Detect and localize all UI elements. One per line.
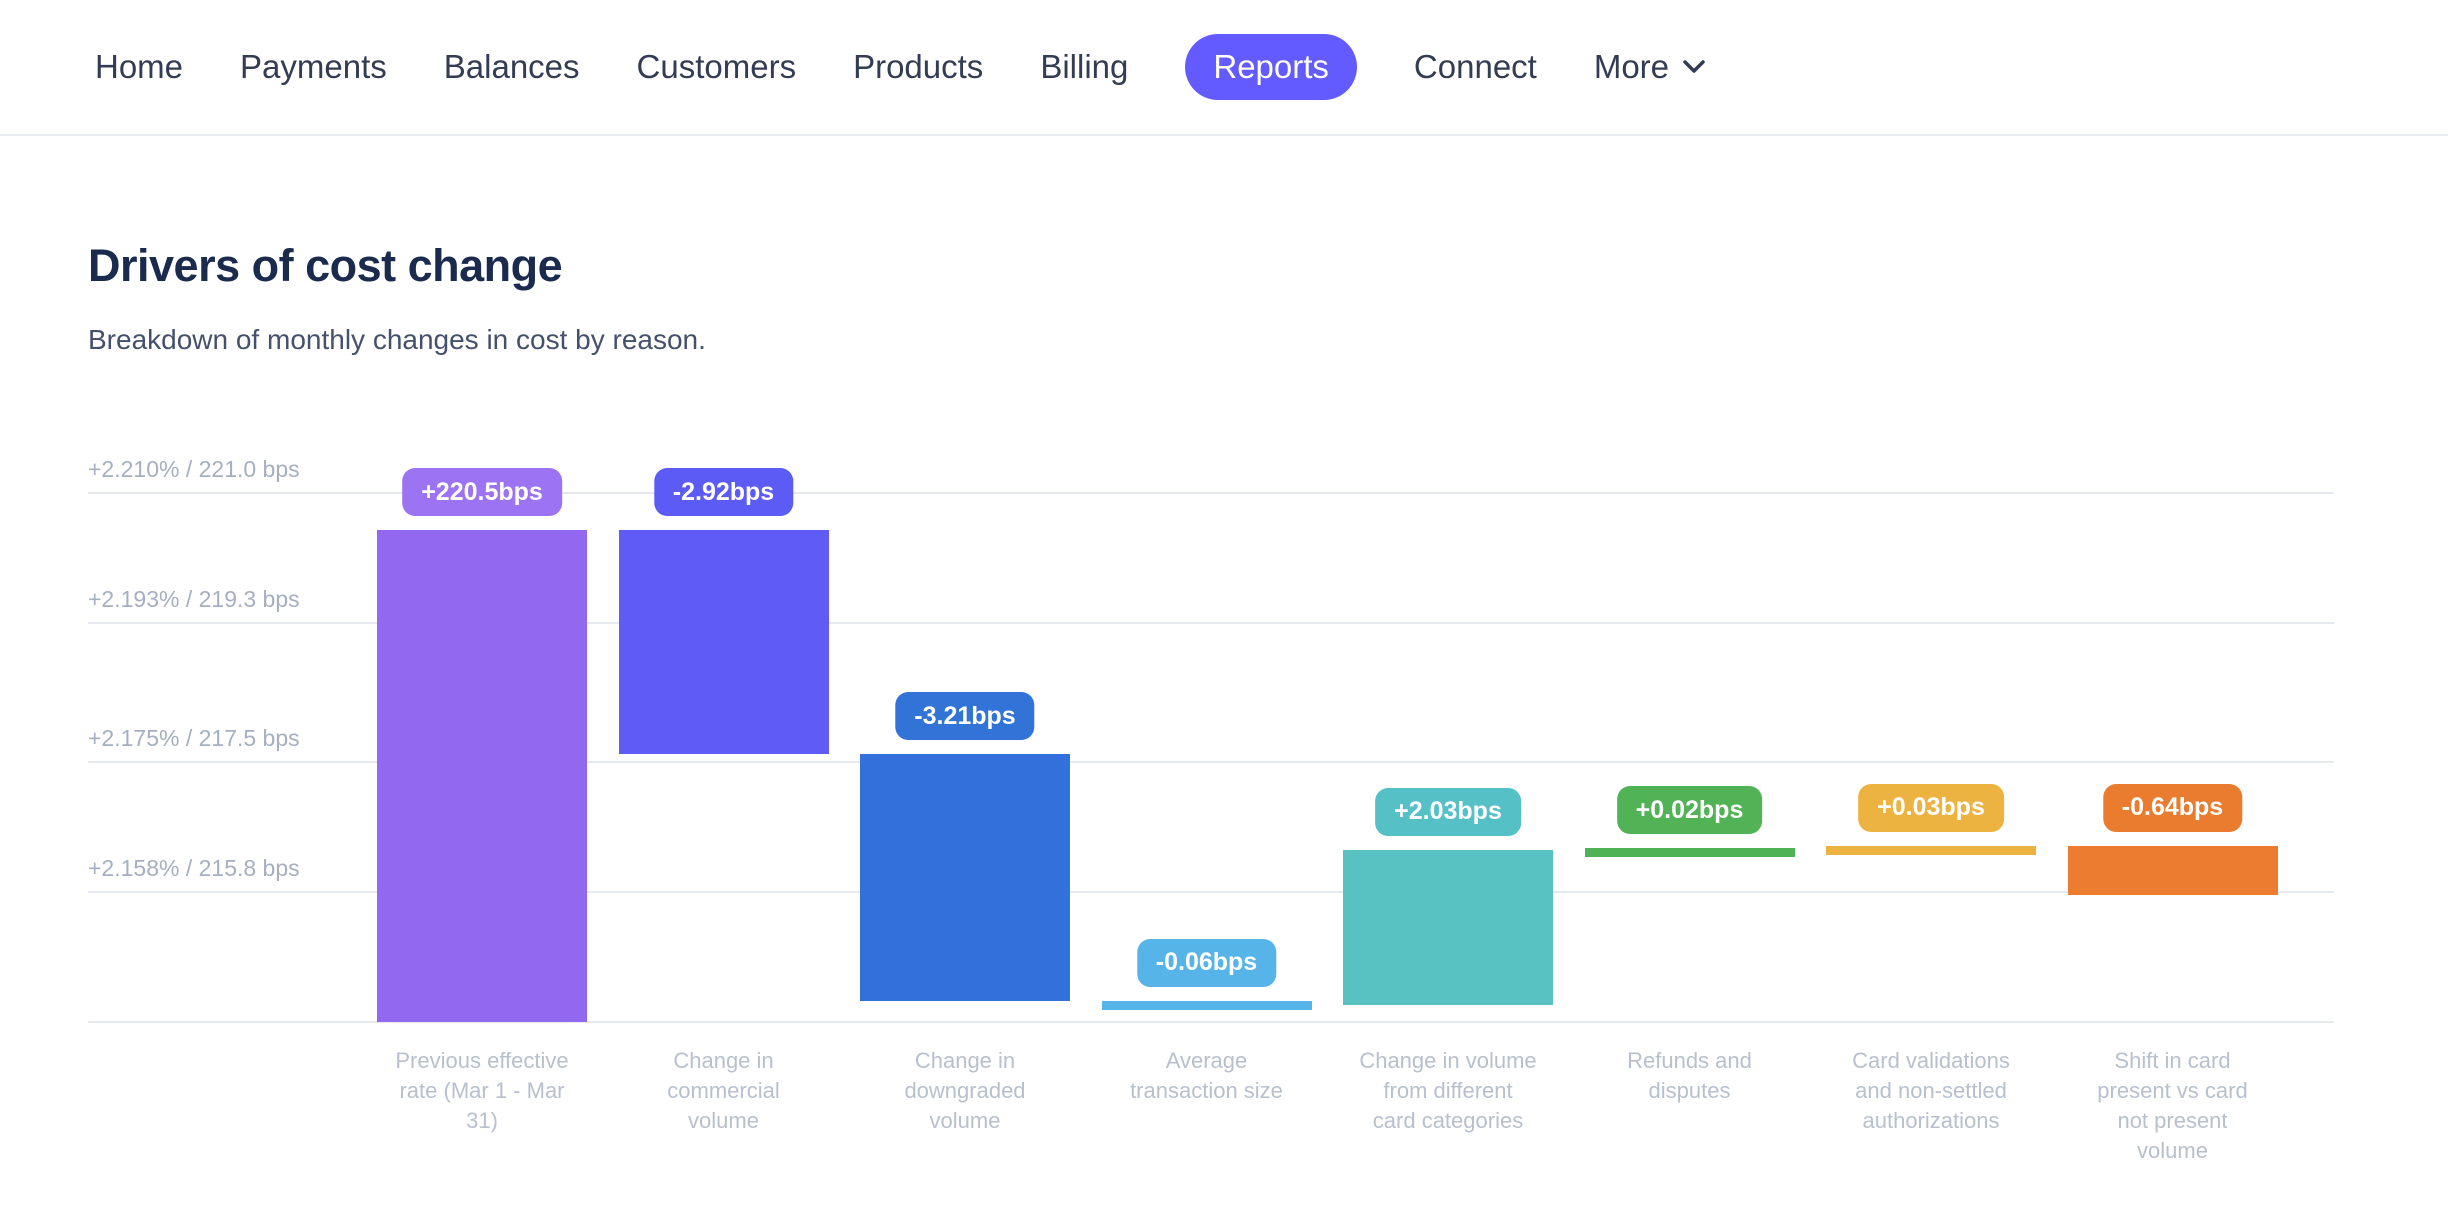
value-pill-card-present-shift: -0.64bps <box>2102 783 2243 832</box>
nav-item-more[interactable]: More <box>1594 48 1706 86</box>
x-axis-label-commercial-volume: Change in commercial volume <box>667 1048 780 1133</box>
value-pill-downgraded-volume: -3.21bps <box>895 692 1035 741</box>
nav-item-connect[interactable]: Connect <box>1414 48 1537 86</box>
gridline <box>88 891 2334 893</box>
value-pill-refunds-and-disputes: +0.02bps <box>1616 786 1763 835</box>
top-navigation: Home Payments Balances Customers Products Bil… <box>0 0 2448 136</box>
nav-item-label: Payments <box>240 48 387 85</box>
nav-item-label: Products <box>853 48 984 85</box>
bar-downgraded-volume[interactable] <box>860 754 1070 1001</box>
nav-item-label: Billing <box>1040 48 1129 85</box>
x-axis-label-card-present-shift: Shift in card present vs card not presen… <box>2097 1048 2248 1163</box>
nav-item-label: Connect <box>1413 48 1537 85</box>
nav-item-products[interactable]: Products <box>853 48 983 86</box>
nav-item-billing[interactable]: Billing <box>1040 48 1128 86</box>
nav-list: Home Payments Balances Customers Products Bil… <box>0 34 1706 100</box>
gridline <box>88 622 2334 624</box>
x-axis-label-refunds-and-disputes: Refunds and disputes <box>1627 1048 1752 1103</box>
value-pill-card-validations: +0.03bps <box>1858 783 2004 832</box>
bar-card-categories[interactable] <box>1343 849 1553 1006</box>
bar-previous-effective-rate[interactable] <box>377 530 587 1022</box>
x-axis-label-card-validations: Card validations and non-settled authori… <box>1852 1048 2010 1133</box>
y-axis-tick-label: +2.175% / 217.5 bps <box>88 725 300 751</box>
value-pill-previous-effective-rate: +220.5bps <box>402 468 562 517</box>
y-axis-tick-label: +2.210% / 221.0 bps <box>88 456 300 482</box>
bar-commercial-volume[interactable] <box>618 530 829 755</box>
nav-item-home[interactable]: Home <box>95 48 183 86</box>
x-axis-label-average-transaction-size: Average transaction size <box>1130 1048 1283 1103</box>
gridline <box>88 761 2334 763</box>
nav-item-label: Reports <box>1213 48 1329 85</box>
y-axis-tick-label: +2.193% / 219.3 bps <box>88 586 300 612</box>
nav-item-label: Balances <box>443 48 580 85</box>
nav-item-customers[interactable]: Customers <box>637 48 797 86</box>
y-axis-tick-label: +2.158% / 215.8 bps <box>88 855 300 881</box>
x-axis-label-downgraded-volume: Change in downgraded volume <box>904 1048 1026 1133</box>
nav-item-label: More <box>1593 48 1670 85</box>
page-title: Drivers of cost change <box>88 240 563 291</box>
x-axis-label-card-categories: Change in volume from different card cat… <box>1359 1048 1537 1133</box>
value-pill-average-transaction-size: -0.06bps <box>1136 938 1277 987</box>
nav-item-reports[interactable]: Reports <box>1185 34 1357 100</box>
value-pill-commercial-volume: -2.92bps <box>653 468 794 517</box>
chevron-down-icon <box>1683 60 1705 73</box>
page-subtitle: Breakdown of monthly changes in cost by … <box>88 324 706 355</box>
value-pill-card-categories: +2.03bps <box>1375 787 1521 836</box>
x-axis-label-previous-effective-rate: Previous effective rate (Mar 1 - Mar 31) <box>395 1048 569 1133</box>
gridline <box>88 1021 2334 1023</box>
nav-item-label: Home <box>95 48 184 85</box>
nav-item-balances[interactable]: Balances <box>444 48 580 86</box>
bar-card-present-shift[interactable] <box>2067 845 2278 895</box>
nav-item-payments[interactable]: Payments <box>240 48 387 86</box>
bar-average-transaction-size[interactable] <box>1101 1000 1312 1010</box>
gridline <box>88 492 2334 494</box>
nav-item-label: Customers <box>636 48 797 85</box>
bar-refunds-and-disputes[interactable] <box>1584 848 1795 858</box>
bar-card-validations[interactable] <box>1826 845 2036 855</box>
